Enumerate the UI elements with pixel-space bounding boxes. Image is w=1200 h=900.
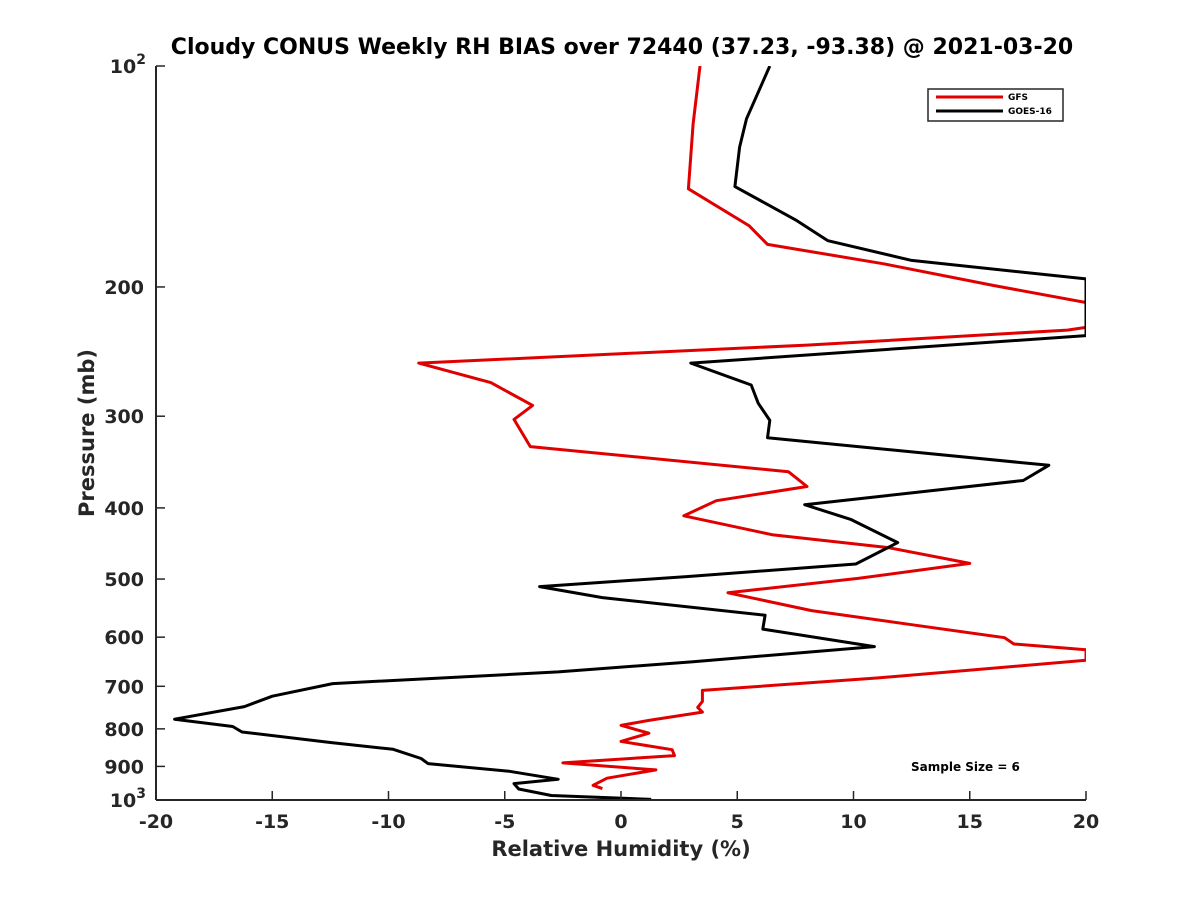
x-tick-label: -10 — [371, 811, 405, 833]
legend-label-goes16: GOES-16 — [1008, 107, 1052, 117]
legend-label-gfs: GFS — [1008, 93, 1028, 103]
x-tick-label: 10 — [840, 811, 866, 833]
y-tick-label: 103 — [110, 786, 146, 812]
x-tick-label: -20 — [139, 811, 173, 833]
legend: GFS GOES-16 — [927, 88, 1064, 122]
y-tick-label: 300 — [104, 406, 144, 428]
x-tick-label: 15 — [957, 811, 983, 833]
x-axis-label: Relative Humidity (%) — [491, 837, 750, 861]
y-tick-label: 500 — [104, 569, 144, 591]
x-tick-label: 5 — [731, 811, 744, 833]
y-tick-label: 900 — [104, 756, 144, 778]
series-line-goes16 — [173, 66, 1086, 800]
y-tick-label: 400 — [104, 498, 144, 520]
y-axis-ticks: 102 200 300 400 500 600 700 800 900 103 — [104, 52, 165, 812]
x-tick-label: -5 — [494, 811, 515, 833]
x-axis-ticks: -20 -15 -10 -5 0 5 10 15 20 — [139, 791, 1099, 833]
series-layer — [173, 66, 1086, 800]
y-tick-label: 700 — [104, 676, 144, 698]
sample-size-note: Sample Size = 6 — [911, 760, 1020, 774]
y-tick-label: 600 — [104, 627, 144, 649]
y-tick-label: 102 — [110, 52, 146, 78]
series-line-gfs — [417, 66, 1086, 791]
x-tick-label: 20 — [1073, 811, 1099, 833]
x-tick-label: 0 — [614, 811, 627, 833]
legend-box — [927, 88, 1064, 122]
plot-area: -20 -15 -10 -5 0 5 10 15 20 102 200 300 400 500 600 70… — [104, 52, 1099, 833]
y-axis-label: Pressure (mb) — [75, 349, 99, 517]
y-tick-label: 200 — [104, 277, 144, 299]
y-tick-label: 800 — [104, 719, 144, 741]
chart-title: Cloudy CONUS Weekly RH BIAS over 72440 (… — [171, 35, 1073, 60]
plot-frame — [156, 66, 1086, 800]
x-tick-label: -15 — [255, 811, 289, 833]
